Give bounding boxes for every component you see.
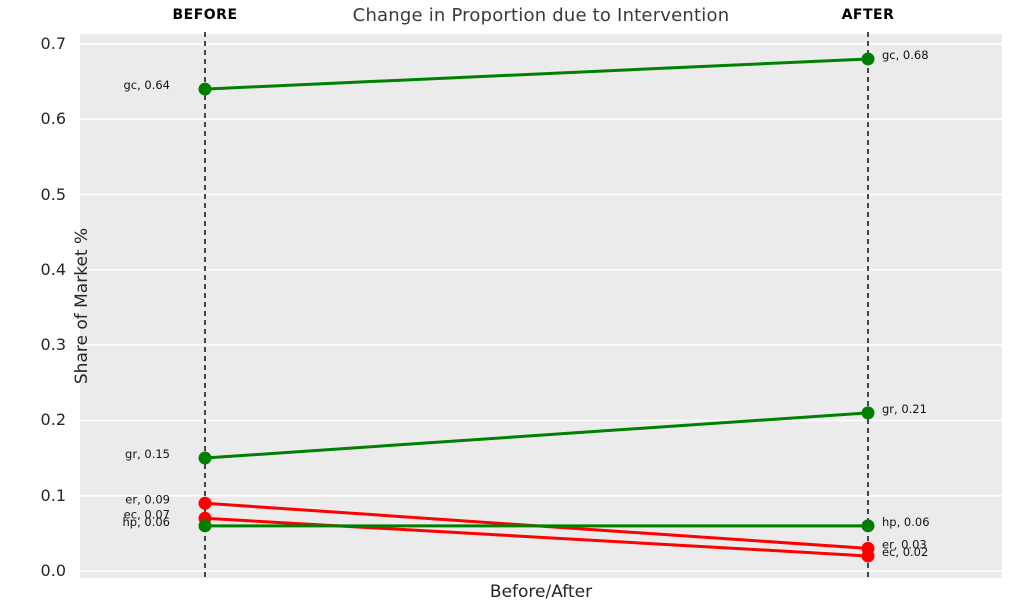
point-label-ec-after: ec, 0.02 bbox=[882, 545, 928, 559]
plot-area bbox=[80, 34, 1002, 578]
y-tick-label: 0.4 bbox=[40, 259, 66, 279]
y-axis-label: Share of Market % bbox=[72, 227, 93, 385]
data-point-ec-after bbox=[861, 549, 875, 563]
series-line-ec bbox=[204, 516, 869, 558]
y-tick-label: 0.2 bbox=[40, 410, 66, 430]
series-line-gr bbox=[204, 411, 869, 460]
y-tick-label: 0.0 bbox=[40, 561, 66, 580]
point-label-ec-before: ec, 0.07 bbox=[124, 507, 170, 521]
point-label-er-after: er, 0.03 bbox=[882, 537, 927, 551]
point-label-hp-after: hp, 0.06 bbox=[882, 515, 930, 529]
point-label-gc-after: gc, 0.68 bbox=[882, 48, 929, 62]
data-point-er-before bbox=[198, 496, 212, 510]
data-point-gr-after bbox=[861, 406, 875, 420]
data-point-gr-before bbox=[198, 451, 212, 465]
data-point-hp-after bbox=[861, 519, 875, 533]
point-label-gr-after: gr, 0.21 bbox=[882, 402, 927, 416]
y-tick-label: 0.5 bbox=[40, 184, 66, 204]
y-tick-label: 0.6 bbox=[40, 109, 66, 129]
data-point-gc-after bbox=[861, 52, 875, 66]
point-label-gc-before: gc, 0.64 bbox=[123, 78, 170, 92]
y-tick-label: 0.3 bbox=[40, 335, 66, 355]
column-header-after: AFTER bbox=[841, 7, 895, 23]
y-tick-label: 0.7 bbox=[40, 33, 66, 53]
data-point-hp-before bbox=[198, 519, 212, 533]
point-label-gr-before: gr, 0.15 bbox=[125, 447, 170, 461]
point-label-hp-before: hp, 0.06 bbox=[122, 515, 170, 529]
data-point-gc-before bbox=[198, 82, 212, 96]
column-header-before: BEFORE bbox=[172, 7, 238, 23]
x-axis-label: Before/After bbox=[489, 582, 593, 602]
y-tick-label: 0.1 bbox=[40, 485, 66, 505]
series-line-gc bbox=[204, 57, 869, 91]
point-label-er-before: er, 0.09 bbox=[125, 492, 170, 506]
chart-title: Change in Proportion due to Intervention bbox=[352, 5, 730, 26]
